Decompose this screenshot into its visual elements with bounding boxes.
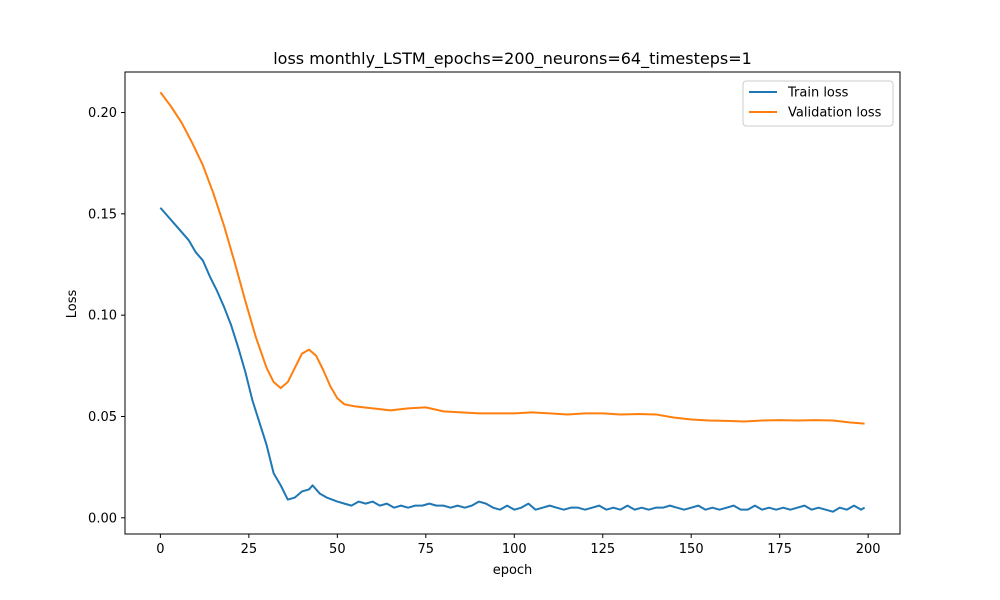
x-tick-label: 75 <box>418 542 435 557</box>
y-axis: 0.00 0.05 0.10 0.15 0.20 <box>88 106 125 526</box>
x-axis: 0 25 50 75 100 125 150 175 200 <box>156 534 881 557</box>
legend-label: Validation loss <box>788 106 882 121</box>
x-tick-label: 25 <box>241 542 258 557</box>
legend: Train loss Validation loss <box>742 80 894 127</box>
y-tick-label: 0.15 <box>88 207 117 222</box>
y-tick-label: 0.20 <box>88 106 117 121</box>
x-tick-label: 50 <box>329 542 346 557</box>
y-tick-label: 0.10 <box>88 309 117 324</box>
legend-label: Train loss <box>787 86 849 101</box>
plot-area <box>159 91 866 513</box>
x-tick-label: 0 <box>156 542 164 557</box>
y-tick-label: 0.05 <box>88 410 117 425</box>
chart-title: loss monthly_LSTM_epochs=200_neurons=64_… <box>273 49 752 69</box>
legend-box <box>742 80 894 127</box>
y-axis-label: Loss <box>65 290 80 319</box>
x-tick-label: 200 <box>856 542 881 557</box>
x-axis-label: epoch <box>493 563 533 578</box>
series-line-validation-loss <box>159 91 865 425</box>
x-tick-label: 175 <box>767 542 792 557</box>
x-tick-label: 150 <box>679 542 704 557</box>
x-tick-label: 100 <box>502 542 527 557</box>
series-line-train-loss <box>159 207 866 513</box>
axes-frame <box>124 71 901 535</box>
y-tick-label: 0.00 <box>88 511 117 526</box>
x-tick-label: 125 <box>590 542 615 557</box>
